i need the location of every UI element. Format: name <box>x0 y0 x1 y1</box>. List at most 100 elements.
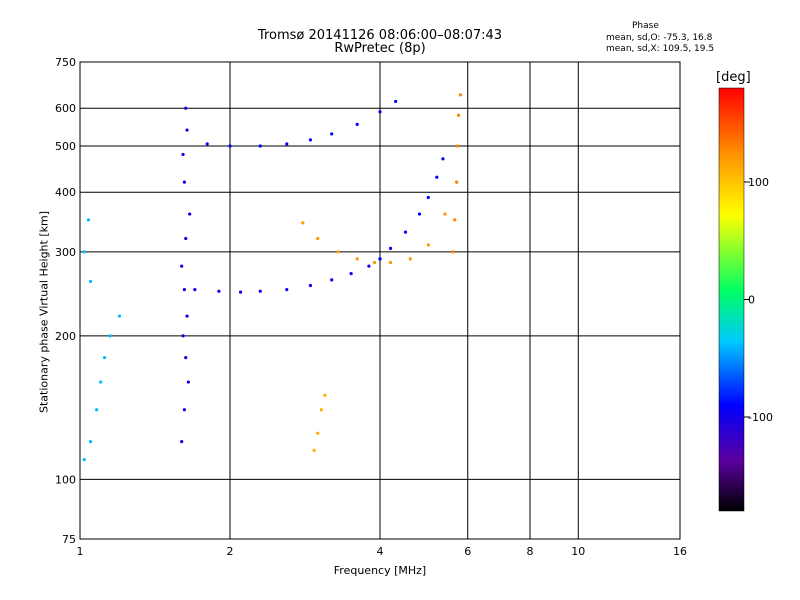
chart-title: Tromsø 20141126 08:06:00–08:07:43 <box>257 28 503 43</box>
data-point <box>394 99 398 104</box>
data-point <box>95 408 99 412</box>
data-point <box>355 122 359 126</box>
data-point <box>455 144 460 148</box>
colorbar-tick-label: 100 <box>748 176 769 189</box>
data-point <box>258 144 262 148</box>
data-point <box>435 175 439 179</box>
x-tick-label: 6 <box>464 545 471 558</box>
colorbar <box>718 87 745 512</box>
data-point <box>388 246 393 250</box>
data-point <box>182 408 186 412</box>
stats-line-o: mean, sd,O: -75.3, 16.8 <box>606 33 713 43</box>
data-point <box>86 218 91 222</box>
data-point <box>372 260 377 265</box>
data-point <box>443 212 447 216</box>
data-point <box>185 128 189 132</box>
plot-frame <box>79 61 681 540</box>
data-point <box>228 144 232 148</box>
data-point <box>117 314 122 318</box>
data-point <box>88 279 93 284</box>
y-tick-label: 100 <box>55 473 76 486</box>
data-point <box>349 272 353 276</box>
data-point <box>355 257 359 261</box>
y-tick-label: 600 <box>55 102 76 115</box>
colorbar-unit-label: [deg] <box>716 70 751 85</box>
data-point <box>308 138 313 142</box>
data-point <box>316 236 320 241</box>
data-point <box>102 356 107 360</box>
data-point <box>441 157 445 161</box>
x-tick-labels: 1 2 4 6 8 10 16 <box>77 545 688 558</box>
data-point <box>458 93 463 97</box>
data-point <box>378 257 382 261</box>
y-tick-label: 500 <box>55 140 76 153</box>
data-point <box>456 113 461 117</box>
data-point <box>185 314 189 318</box>
y-tick-label: 400 <box>55 186 76 199</box>
data-point <box>238 290 243 294</box>
data-points <box>82 93 463 462</box>
x-tick-label: 16 <box>673 545 687 558</box>
data-point <box>301 221 305 225</box>
data-point <box>285 287 289 292</box>
data-point <box>188 212 192 216</box>
data-point <box>184 106 188 110</box>
x-axis-label: Frequency [MHz] <box>333 564 427 577</box>
y-tick-label: 300 <box>55 246 76 259</box>
y-tick-label: 75 <box>62 533 76 546</box>
x-tick-label: 10 <box>571 545 585 558</box>
data-point <box>99 380 103 384</box>
data-point <box>88 440 93 444</box>
data-point <box>453 218 457 222</box>
data-point <box>258 289 262 293</box>
data-point <box>184 356 188 360</box>
data-point <box>388 260 393 265</box>
data-point <box>336 250 340 254</box>
data-point <box>455 180 459 184</box>
stats-heading: Phase <box>632 21 659 31</box>
data-point <box>308 283 313 288</box>
data-point <box>426 243 430 247</box>
colorbar-tick-label: 0 <box>748 294 755 307</box>
y-tick-label: 750 <box>55 56 76 69</box>
data-point <box>205 142 209 146</box>
data-point <box>451 250 455 254</box>
data-point <box>180 264 184 268</box>
data-point <box>82 250 86 254</box>
y-tick-label: 200 <box>55 330 76 343</box>
x-tick-label: 2 <box>227 545 234 558</box>
data-point <box>108 334 112 338</box>
stats-line-x: mean, sd,X: 109.5, 19.5 <box>606 44 715 54</box>
data-point <box>426 195 430 200</box>
data-point <box>180 440 184 444</box>
data-point <box>417 212 422 216</box>
data-point <box>408 257 412 261</box>
data-point <box>316 431 320 435</box>
data-point <box>217 289 221 293</box>
data-point <box>181 334 185 338</box>
data-point <box>403 230 408 234</box>
data-point <box>378 110 382 114</box>
data-point <box>193 287 197 292</box>
x-tick-label: 1 <box>77 545 84 558</box>
data-point <box>184 236 188 241</box>
data-point <box>181 152 185 157</box>
grid-lines <box>80 62 680 539</box>
chart-subtitle: RwPretec (8p) <box>334 41 426 56</box>
data-point <box>330 278 334 282</box>
data-point <box>182 287 186 292</box>
data-point <box>319 408 323 412</box>
data-point <box>285 142 289 146</box>
data-point <box>312 448 316 453</box>
data-point <box>82 458 86 462</box>
x-tick-label: 4 <box>377 545 384 558</box>
y-tick-labels: 75 100 200 300 400 500 600 750 <box>55 56 76 546</box>
data-point <box>323 393 327 398</box>
x-tick-label: 8 <box>527 545 534 558</box>
colorbar-tick-label: -100 <box>748 411 773 424</box>
colorbar-ticks: -100 0 100 <box>744 176 773 424</box>
data-point <box>367 264 371 268</box>
data-point <box>182 180 186 184</box>
data-point <box>186 380 190 384</box>
